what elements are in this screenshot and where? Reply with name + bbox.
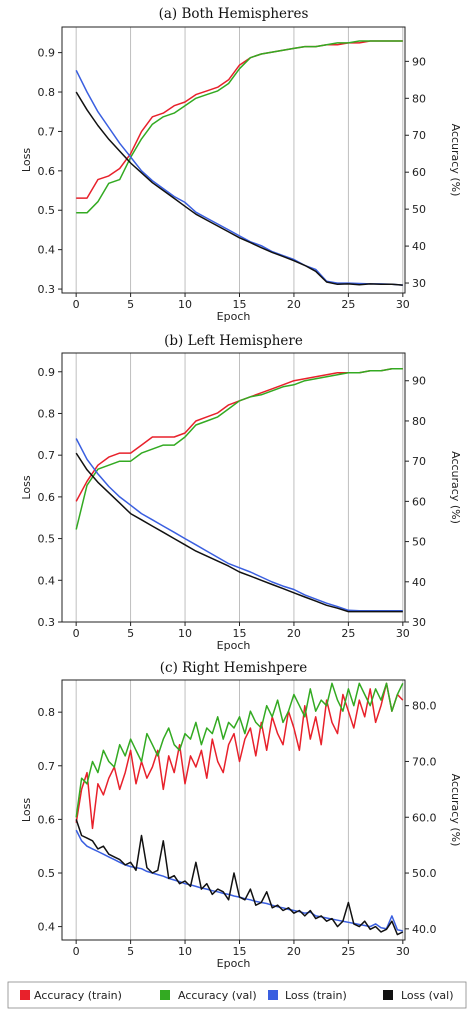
y-axis-label: Loss (20, 798, 33, 822)
y2-tick-label: 80 (412, 415, 426, 428)
y2-axis-label: Accuracy (%) (449, 451, 462, 524)
y-tick-label: 0.8 (38, 407, 56, 420)
x-tick-label: 15 (232, 298, 246, 311)
y2-tick-label: 70 (412, 129, 426, 142)
legend-label-accuracy-train: Accuracy (train) (34, 989, 122, 1002)
x-axis-label: Epoch (217, 957, 251, 970)
y-tick-label: 0.6 (38, 491, 56, 504)
legend-swatch-loss-train (268, 990, 278, 1000)
chart-title: (c) Right Hemishpere (160, 660, 308, 676)
series-line-accuracy-val (75, 682, 404, 818)
y2-tick-label: 30 (412, 616, 426, 629)
x-tick-label: 0 (73, 627, 80, 640)
y2-tick-label: 50 (412, 203, 426, 216)
panel-right-hemisphere: (c) Right Hemishpere 0 5 10 15 20 25 30 0.4 0.5 0.… (20, 660, 462, 970)
series-line-loss-val (75, 819, 404, 936)
x-tick-label: 25 (341, 627, 355, 640)
y-tick-label: 0.6 (38, 165, 56, 178)
y-tick-label: 0.7 (38, 760, 56, 773)
chart-title: (b) Left Hemisphere (164, 333, 303, 349)
x-tick-label: 30 (396, 298, 410, 311)
x-tick-label: 10 (178, 627, 192, 640)
x-tick-label: 5 (127, 627, 134, 640)
legend-label-accuracy-val: Accuracy (val) (178, 989, 257, 1002)
y2-tick-label: 70 (412, 455, 426, 468)
y-tick-label: 0.7 (38, 449, 56, 462)
y-tick-label: 0.9 (38, 47, 56, 60)
y-tick-label: 0.9 (38, 366, 56, 379)
y-tick-label: 0.4 (38, 574, 56, 587)
y-tick-label: 0.4 (38, 244, 56, 257)
y2-tick-label: 70.0 (412, 755, 437, 768)
y-tick-label: 0.8 (38, 706, 56, 719)
y-tick-label: 0.5 (38, 533, 56, 546)
x-tick-label: 0 (73, 298, 80, 311)
y-axis-label: Loss (20, 148, 33, 172)
x-tick-label: 25 (341, 298, 355, 311)
x-axis-label: Epoch (217, 310, 251, 323)
x-tick-label: 10 (178, 298, 192, 311)
x-tick-label: 15 (232, 945, 246, 958)
legend-label-loss-train: Loss (train) (285, 989, 347, 1002)
y-tick-label: 0.5 (38, 204, 56, 217)
y2-tick-label: 60 (412, 166, 426, 179)
plot-frame (61, 679, 406, 941)
y2-tick-label: 90 (412, 375, 426, 388)
series-line-accuracy-val (75, 367, 403, 530)
x-tick-label: 10 (178, 945, 192, 958)
y-tick-label: 0.8 (38, 86, 56, 99)
x-tick-label: 5 (127, 945, 134, 958)
plot-frame (61, 26, 406, 294)
panel-left-hemisphere: (b) Left Hemisphere 0 5 10 15 20 25 30 0.3 0.4 0.5… (20, 333, 462, 652)
y2-tick-label: 40.0 (412, 923, 437, 936)
y2-tick-label: 50 (412, 536, 426, 549)
plot-frame (61, 352, 406, 623)
y-axis-label: Loss (20, 475, 33, 499)
y-tick-label: 0.5 (38, 867, 56, 880)
y-tick-label: 0.6 (38, 813, 56, 826)
legend-swatch-loss-val (383, 990, 393, 1000)
y2-tick-label: 80.0 (412, 700, 437, 713)
x-tick-label: 5 (127, 298, 134, 311)
chart-title: (a) Both Hemispheres (159, 6, 309, 22)
x-tick-label: 25 (341, 945, 355, 958)
y-tick-label: 0.7 (38, 125, 56, 138)
x-tick-label: 30 (396, 627, 410, 640)
y2-tick-label: 80 (412, 92, 426, 105)
y-tick-label: 0.3 (38, 283, 56, 296)
y-tick-label: 0.3 (38, 616, 56, 629)
y2-axis-label: Accuracy (%) (449, 774, 462, 847)
x-tick-label: 20 (287, 298, 301, 311)
legend-swatch-accuracy-val (160, 990, 170, 1000)
y2-tick-label: 90 (412, 55, 426, 68)
x-axis-label: Epoch (217, 639, 251, 652)
x-tick-label: 20 (287, 945, 301, 958)
legend-swatch-accuracy-train (20, 990, 30, 1000)
y2-tick-label: 60 (412, 495, 426, 508)
series-line-accuracy-train (75, 682, 404, 830)
x-tick-label: 15 (232, 627, 246, 640)
series-line-loss-train (75, 438, 403, 612)
y2-tick-label: 40 (412, 240, 426, 253)
panel-both-hemispheres: (a) Both Hemispheres 0 5 10 15 20 25 30 0.3 0.4 0.… (20, 6, 462, 323)
y2-tick-label: 40 (412, 576, 426, 589)
legend-label-loss-val: Loss (val) (401, 989, 454, 1002)
series-line-loss-val (75, 91, 403, 286)
x-tick-label: 20 (287, 627, 301, 640)
legend: Accuracy (train) Accuracy (val) Loss (trai… (7, 981, 467, 1009)
y2-tick-label: 60.0 (412, 811, 437, 824)
series-line-loss-val (75, 452, 403, 613)
series-line-loss-train (75, 69, 403, 286)
y2-tick-label: 30 (412, 277, 426, 290)
y2-axis-label: Accuracy (%) (449, 124, 462, 197)
y-tick-label: 0.4 (38, 921, 56, 934)
x-tick-label: 0 (73, 945, 80, 958)
y2-tick-label: 50.0 (412, 867, 437, 880)
x-tick-label: 30 (396, 945, 410, 958)
